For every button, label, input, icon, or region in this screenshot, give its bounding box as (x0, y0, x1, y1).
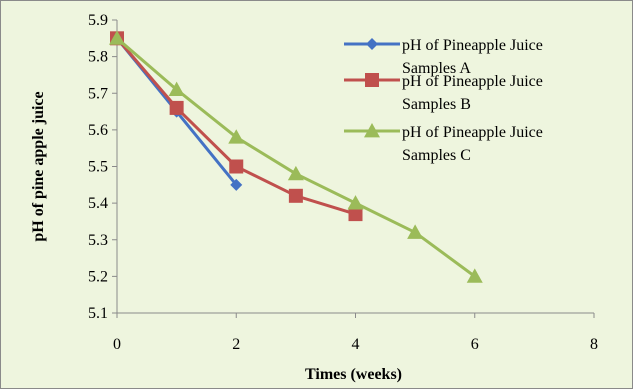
data-point-marker (365, 73, 379, 87)
data-point-marker (228, 129, 245, 144)
y-axis-title: pH of pine apple juice (30, 91, 47, 241)
y-tick-label: 5.3 (88, 232, 108, 249)
legend-label: pH of Pineapple Juice (402, 37, 543, 54)
data-point-marker (348, 207, 363, 222)
data-point-marker (230, 178, 243, 191)
x-tick-label: 8 (590, 336, 598, 353)
data-point-marker (168, 81, 185, 96)
y-tick-label: 5.6 (88, 122, 108, 139)
legend-label: Samples C (402, 147, 471, 164)
legend-entry: pH of Pineapple Juice Samples C (344, 123, 543, 164)
data-point-marker (229, 159, 244, 174)
axes (116, 20, 594, 314)
data-point-marker (169, 100, 184, 115)
x-axis-title: Times (weeks) (305, 366, 402, 383)
y-tick-label: 5.2 (88, 268, 108, 285)
data-point-marker (109, 30, 125, 45)
data-point-marker (407, 224, 424, 239)
legend-label: pH of Pineapple Juice (402, 73, 543, 90)
data-point-marker (366, 38, 378, 50)
data-point-marker (364, 123, 380, 138)
data-point-marker (288, 188, 303, 203)
y-tick-label: 5.9 (88, 12, 108, 29)
data-point-marker (287, 165, 304, 181)
y-tick-label: 5.7 (88, 85, 108, 102)
y-tick-label: 5.8 (88, 49, 108, 66)
data-point-marker (347, 195, 364, 210)
legend-label: Samples B (402, 96, 471, 113)
x-tick-label: 2 (232, 336, 240, 353)
legend-label: pH of Pineapple Juice (402, 124, 543, 141)
legend-entry: pH of Pineapple Juice Samples B (344, 73, 543, 113)
series-c (109, 30, 483, 283)
series-group (109, 30, 483, 283)
x-tick-label: 6 (471, 336, 479, 353)
y-tick-label: 5.4 (88, 195, 108, 212)
x-tick-label: 0 (113, 336, 121, 353)
x-tick-label: 4 (352, 336, 360, 353)
data-point-marker (466, 268, 483, 283)
series-b (110, 31, 363, 222)
legend-entry: pH of Pineapple Juice Samples A (344, 37, 543, 77)
y-tick-label: 5.1 (88, 305, 108, 322)
legend-label: Samples A (402, 60, 471, 77)
tick-group: 5.1 5.2 5.3 5.4 5.5 5.6 5.7 5.8 5.9 0 2 4 6 8 (88, 12, 598, 353)
y-tick-label: 5.5 (88, 159, 108, 176)
